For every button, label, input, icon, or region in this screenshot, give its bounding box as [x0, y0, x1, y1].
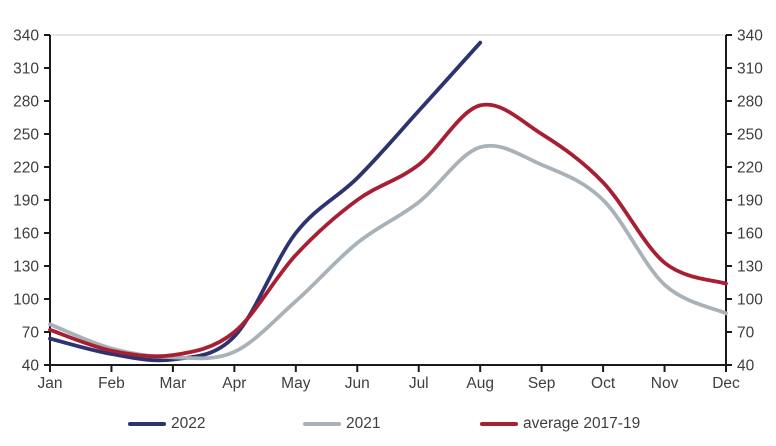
x-tick-label: Mar — [160, 375, 187, 392]
y-tick-label-right: 70 — [737, 325, 755, 342]
series-line-2022 — [48, 40, 483, 363]
y-tick-label-left: 160 — [13, 226, 39, 243]
y-tick-label-left: 130 — [13, 259, 39, 276]
x-tick-label: Dec — [712, 375, 740, 392]
y-tick-label-left: 310 — [13, 61, 39, 78]
x-tick-label: May — [281, 375, 311, 392]
legend-label: average 2017-19 — [523, 415, 641, 432]
y-tick-label-right: 40 — [737, 358, 755, 375]
legend-item-2021: 2021 — [303, 414, 380, 434]
plot-area: 40 40 70 70 100 100 130 130 160 160 190 190 220 220 25… — [13, 28, 763, 392]
y-tick-label-right: 220 — [737, 160, 763, 177]
series-line-average-2017-19 — [48, 102, 728, 359]
y-tick-label-right: 340 — [737, 28, 763, 45]
legend-label: 2022 — [171, 415, 206, 432]
y-tick-label-left: 100 — [13, 292, 39, 309]
y-tick-label-right: 130 — [737, 259, 763, 276]
legend-item-average-2017-19: average 2017-19 — [480, 414, 640, 434]
legend-label: 2021 — [346, 415, 381, 432]
x-tick-label: Apr — [222, 375, 246, 392]
x-tick-label: Sep — [528, 375, 556, 392]
x-tick-label: Aug — [466, 375, 494, 392]
y-tick-label-right: 310 — [737, 61, 763, 78]
y-tick-label-left: 70 — [22, 325, 40, 342]
legend-swatch — [303, 422, 341, 426]
y-tick-label-left: 280 — [13, 94, 39, 111]
y-tick-label-right: 250 — [737, 127, 763, 144]
y-tick-label-left: 250 — [13, 127, 39, 144]
y-tick-label-right: 190 — [737, 193, 763, 210]
x-tick-label: Jul — [409, 375, 429, 392]
chart-legend: 2022 2021 average 2017-19 — [0, 414, 776, 438]
y-tick-label-left: 220 — [13, 160, 39, 177]
y-tick-label-right: 100 — [737, 292, 763, 309]
legend-item-2022: 2022 — [128, 414, 205, 434]
y-tick-label-right: 160 — [737, 226, 763, 243]
x-tick-label: Nov — [651, 375, 679, 392]
y-tick-label-left: 190 — [13, 193, 39, 210]
series-line-2021 — [48, 143, 728, 361]
x-tick-label: Feb — [98, 375, 125, 392]
legend-swatch — [128, 422, 166, 426]
y-tick-label-left: 340 — [13, 28, 39, 45]
x-tick-label: Oct — [591, 375, 616, 392]
y-tick-label-left: 40 — [22, 358, 40, 375]
y-tick-label-right: 280 — [737, 94, 763, 111]
x-tick-label: Jan — [38, 375, 63, 392]
x-tick-label: Jun — [345, 375, 370, 392]
legend-swatch — [480, 422, 518, 426]
